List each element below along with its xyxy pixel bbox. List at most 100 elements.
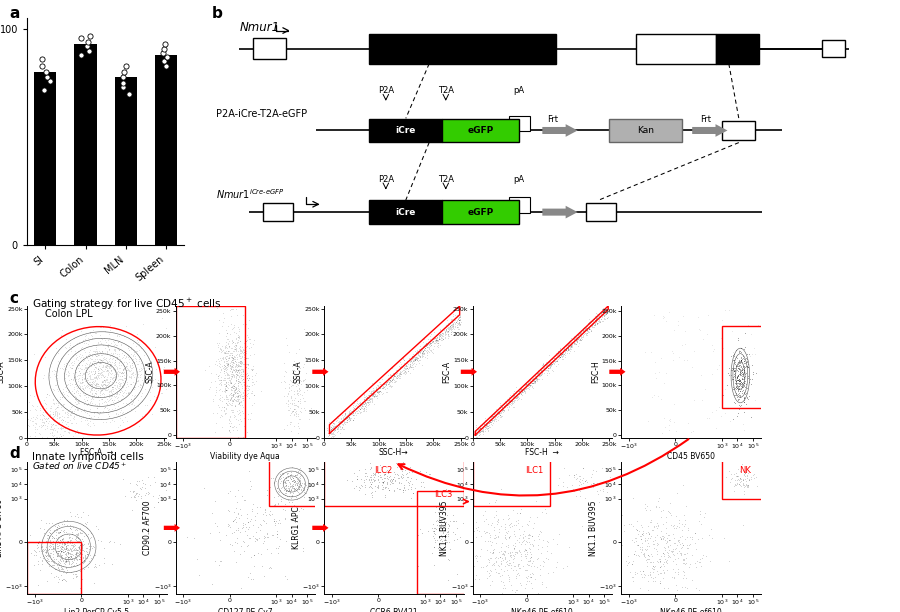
Point <box>446 326 460 335</box>
Point <box>388 376 402 386</box>
Point <box>443 322 457 332</box>
Point <box>220 368 235 378</box>
Point <box>68 368 83 378</box>
Point <box>70 388 85 398</box>
Point <box>532 368 546 378</box>
Point <box>512 562 526 572</box>
Point <box>646 562 661 572</box>
Point <box>344 406 358 416</box>
Point <box>63 405 77 414</box>
Point <box>470 556 484 565</box>
Point <box>738 481 752 491</box>
Point <box>69 548 84 558</box>
Point <box>60 554 75 564</box>
Point <box>529 375 544 384</box>
Point <box>274 474 288 483</box>
Point <box>503 394 517 403</box>
Point <box>455 553 470 562</box>
Point <box>341 408 356 417</box>
Point <box>37 418 51 428</box>
Point <box>736 397 751 407</box>
Point <box>421 526 436 536</box>
Point <box>539 508 554 518</box>
Point <box>59 343 74 353</box>
Point <box>234 416 248 426</box>
Point <box>228 389 242 398</box>
Point <box>662 536 676 545</box>
Point <box>734 365 748 375</box>
Point <box>357 489 372 499</box>
Point <box>233 377 248 387</box>
Point <box>555 352 570 362</box>
Point <box>108 389 122 398</box>
Point <box>34 536 49 546</box>
Point <box>348 396 363 406</box>
Point <box>205 396 220 406</box>
Point <box>117 360 131 370</box>
Point <box>112 331 126 341</box>
Point <box>247 390 261 400</box>
Point <box>585 319 599 329</box>
Point <box>86 369 100 379</box>
Point <box>77 518 92 528</box>
Point <box>85 389 99 399</box>
Point <box>418 338 433 348</box>
Point <box>534 368 548 378</box>
Point <box>59 563 74 573</box>
Point <box>119 357 133 367</box>
Point <box>59 567 74 577</box>
Point <box>515 387 529 397</box>
Point <box>122 422 136 432</box>
Point <box>599 309 614 319</box>
Point <box>104 368 119 378</box>
Point <box>94 390 108 400</box>
Point <box>111 401 125 411</box>
Point <box>88 356 103 366</box>
Point <box>22 414 36 424</box>
Point <box>219 340 233 350</box>
Point <box>45 518 59 528</box>
Point <box>140 377 155 387</box>
Point <box>127 357 141 367</box>
Point <box>396 368 410 378</box>
Point <box>355 482 369 491</box>
Point <box>40 551 55 561</box>
Point <box>46 543 60 553</box>
Point <box>53 550 68 559</box>
Point <box>647 390 662 400</box>
Point <box>349 403 364 412</box>
Point <box>494 400 508 410</box>
Point <box>324 428 338 438</box>
Point <box>328 431 342 441</box>
Point <box>426 334 440 344</box>
Point <box>129 341 143 351</box>
Point <box>83 387 97 397</box>
Point <box>418 343 433 353</box>
Point <box>564 342 579 352</box>
Point <box>62 428 77 438</box>
Point <box>126 382 140 392</box>
Point <box>366 385 381 395</box>
Point <box>679 501 693 510</box>
Point <box>657 551 671 561</box>
Point <box>85 377 99 387</box>
Point <box>734 381 748 390</box>
Point <box>522 530 536 540</box>
Point <box>531 368 545 378</box>
Point <box>47 398 61 408</box>
Point <box>227 386 241 395</box>
Point <box>94 359 108 368</box>
Point <box>35 411 50 420</box>
Point <box>76 368 90 378</box>
Point <box>239 341 254 351</box>
Point <box>590 318 605 328</box>
Point <box>724 474 739 484</box>
Point <box>410 353 425 362</box>
Point <box>583 326 598 335</box>
Point <box>411 356 426 365</box>
Point <box>94 385 108 395</box>
Point <box>288 373 302 383</box>
Point <box>79 419 94 428</box>
Point <box>213 379 228 389</box>
Point <box>392 373 406 382</box>
